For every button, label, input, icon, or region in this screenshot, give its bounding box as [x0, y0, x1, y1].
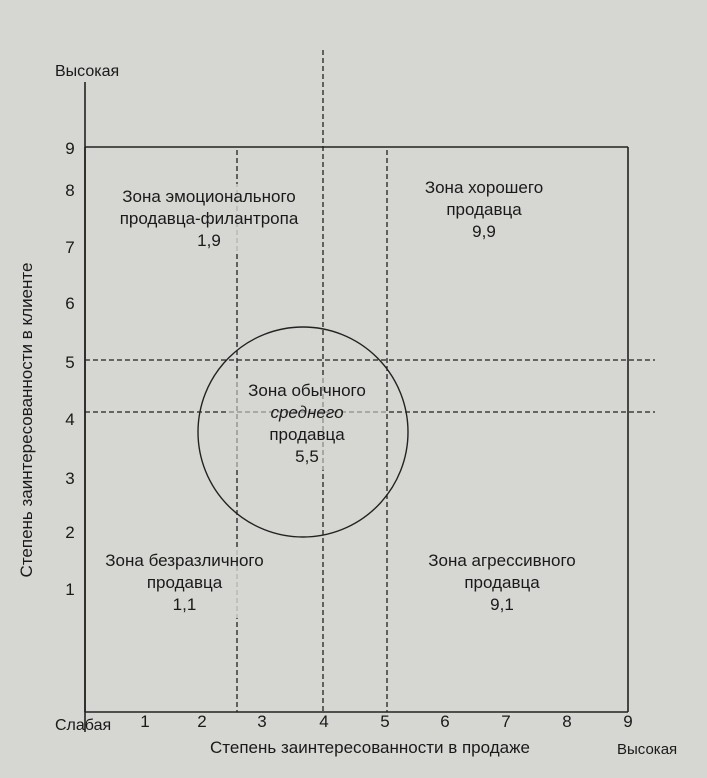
y-tick-2: 2	[65, 523, 75, 542]
center-zone-circle	[197, 326, 409, 538]
zone-indifferent-seller: Зона безразличного продавца 1,1	[98, 548, 271, 618]
y-tick-7: 7	[65, 238, 75, 257]
x-axis-high-label: Высокая	[617, 741, 678, 758]
x-tick-9: 9	[623, 712, 633, 731]
zone-good-seller: Зона хорошего продавца 9,9	[400, 175, 568, 245]
x-axis-title: Степень заинтересованности в продаже	[210, 738, 530, 757]
x-tick-2: 2	[197, 712, 207, 731]
y-tick-1: 1	[65, 580, 75, 599]
x-tick-1: 1	[140, 712, 150, 731]
x-tick-6: 6	[440, 712, 450, 731]
y-tick-4: 4	[65, 410, 75, 429]
zone-philanthropist: Зона эмоционального продавца-филантропа …	[100, 184, 318, 254]
y-tick-9: 9	[65, 139, 75, 158]
x-tick-8: 8	[562, 712, 572, 731]
x-tick-5: 5	[380, 712, 390, 731]
zone-aggressive-seller: Зона агрессивного продавца 9,1	[408, 548, 596, 618]
x-axis-low-label: Слабая	[55, 717, 112, 734]
y-tick-8: 8	[65, 181, 75, 200]
x-tick-4: 4	[319, 712, 329, 731]
y-tick-6: 6	[65, 294, 75, 313]
y-tick-5: 5	[65, 353, 75, 372]
y-tick-3: 3	[65, 469, 75, 488]
x-tick-7: 7	[501, 712, 511, 731]
x-tick-3: 3	[257, 712, 267, 731]
zone-average-seller: Зона обычного среднего продавца 5,5	[228, 378, 386, 470]
y-axis-high-label: Высокая	[55, 63, 120, 80]
